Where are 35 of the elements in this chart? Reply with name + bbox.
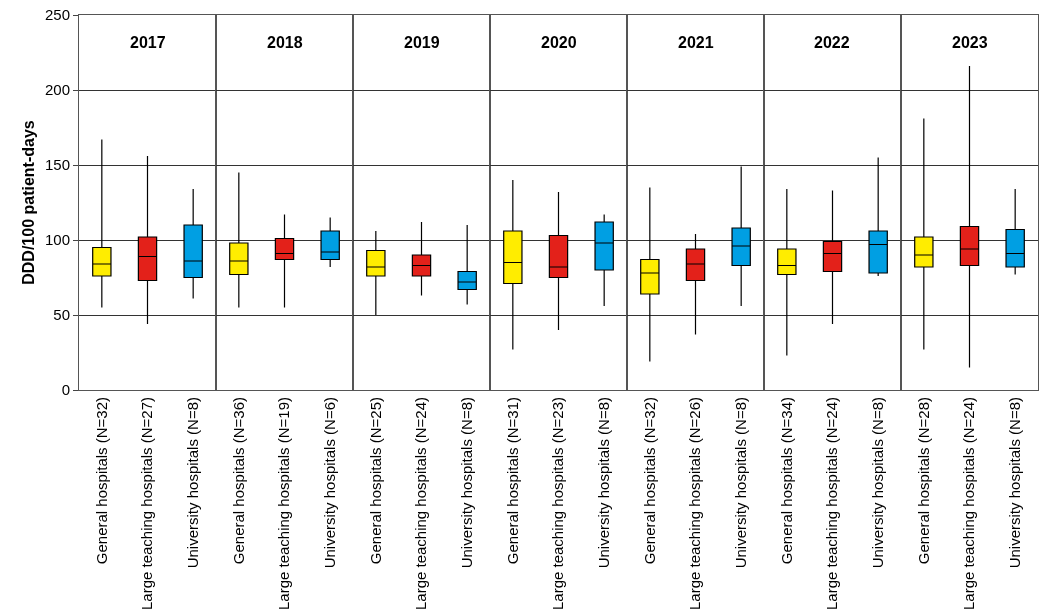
x-tick-label: Large teaching hospitals (N=24) (823, 397, 841, 611)
y-tick-label: 100 (44, 231, 70, 249)
x-tick-label: Large teaching hospitals (N=23) (549, 397, 567, 611)
y-tick-label: 50 (53, 306, 70, 324)
x-tick-label: University hospitals (N=8) (184, 397, 202, 569)
x-tick-label: Large teaching hospitals (N=24) (960, 397, 978, 611)
y-tick-label: 0 (61, 381, 70, 399)
y-tick-label: 200 (44, 81, 70, 99)
y-axis-title: DDD/100 patient-days (19, 120, 37, 285)
x-tick-label: Large teaching hospitals (N=24) (412, 397, 430, 611)
text: 2021 (678, 34, 714, 51)
x-tick-label: General hospitals (N=28) (914, 397, 932, 565)
x-tick-label: University hospitals (N=8) (595, 397, 613, 569)
x-tick-label: General hospitals (N=25) (366, 397, 384, 565)
y-tick-label: 250 (44, 6, 70, 24)
text: 2017 (130, 34, 166, 51)
x-tick-label: General hospitals (N=34) (777, 397, 795, 565)
x-tick-label: General hospitals (N=31) (503, 397, 521, 565)
text: 2023 (952, 34, 988, 51)
x-tick-label: Large teaching hospitals (N=26) (686, 397, 704, 611)
x-tick-label: University hospitals (N=8) (869, 397, 887, 569)
y-tick-label: 150 (44, 156, 70, 174)
text: 2019 (404, 34, 440, 51)
x-tick-label: University hospitals (N=8) (732, 397, 750, 569)
x-tick-label: University hospitals (N=8) (1006, 397, 1024, 569)
x-tick-label: General hospitals (N=36) (229, 397, 247, 565)
x-tick-label: University hospitals (N=8) (458, 397, 476, 569)
text: 2020 (541, 34, 577, 51)
x-tick-label: Large teaching hospitals (N=19) (275, 397, 293, 611)
x-tick-label: General hospitals (N=32) (640, 397, 658, 565)
x-tick-label: Large teaching hospitals (N=27) (138, 397, 156, 611)
x-tick-label: University hospitals (N=6) (321, 397, 339, 569)
text: 2018 (267, 34, 303, 51)
x-tick-label: General hospitals (N=32) (92, 397, 110, 565)
text: 2022 (814, 34, 850, 51)
